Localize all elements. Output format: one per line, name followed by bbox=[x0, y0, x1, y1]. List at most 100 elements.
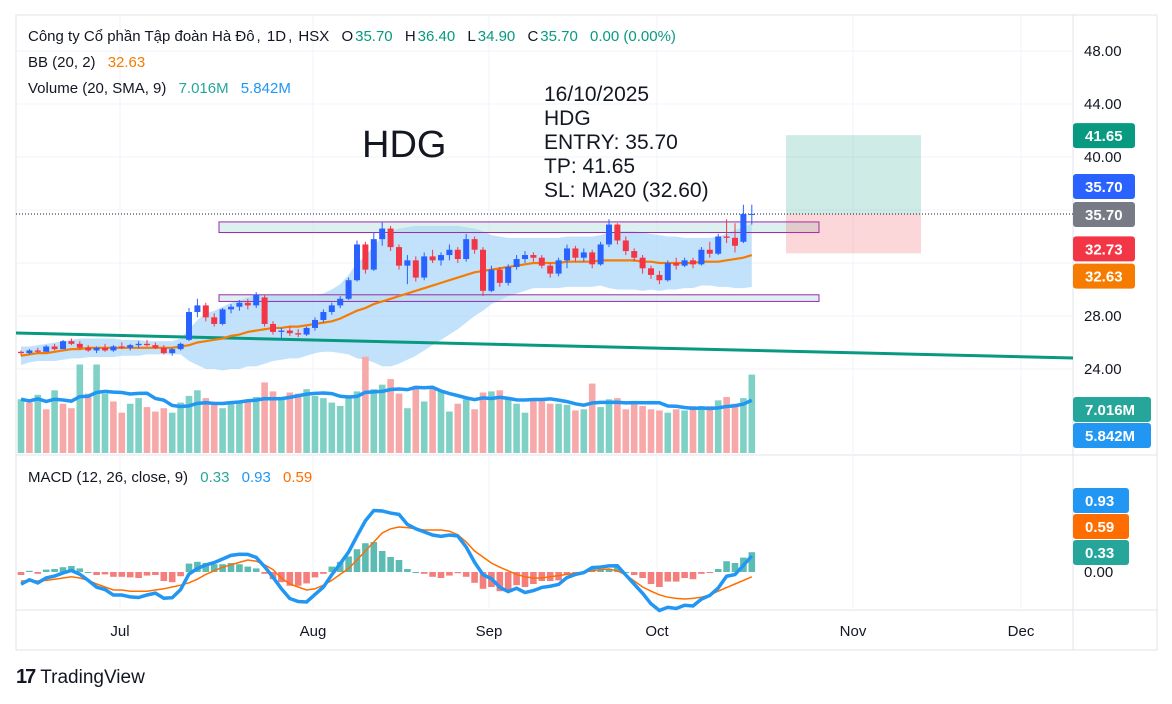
candle-body bbox=[412, 260, 419, 278]
macd-histogram-bar bbox=[563, 572, 571, 575]
macd-histogram-bar bbox=[26, 570, 33, 572]
price-label: 32.63 bbox=[1085, 269, 1123, 286]
candle-body bbox=[673, 263, 680, 266]
volume-bar bbox=[429, 386, 436, 453]
candle-body bbox=[34, 350, 41, 352]
candle-body bbox=[177, 343, 184, 350]
ohlc-low: 34.90 bbox=[477, 28, 516, 45]
macd-histogram-bar bbox=[126, 572, 134, 578]
volume-bar bbox=[210, 403, 218, 453]
price-label-bg bbox=[1073, 201, 1135, 227]
volume-bar bbox=[168, 412, 176, 453]
trade-note-ticker: HDG bbox=[544, 107, 591, 130]
macd-histogram-bar bbox=[689, 572, 697, 580]
macd-histogram-bar bbox=[59, 567, 67, 572]
macd-histogram-bar bbox=[605, 569, 613, 572]
candle-body bbox=[471, 239, 478, 250]
macd-histogram-bar bbox=[496, 572, 504, 592]
macd-histogram-bar bbox=[168, 572, 176, 583]
symbol-interval: 1D bbox=[266, 28, 287, 45]
macd-label: 0.93 bbox=[1085, 493, 1114, 510]
symbol-exchange: HSX bbox=[298, 28, 330, 45]
candle-body bbox=[488, 269, 495, 291]
candle-body bbox=[219, 309, 226, 324]
macd-histogram-bar bbox=[639, 572, 646, 578]
volume-sma-line bbox=[20, 385, 753, 411]
time-axis-tick: Jul bbox=[110, 623, 129, 640]
ohlc-change: 0.00 (0.00%) bbox=[590, 28, 676, 45]
candle-body bbox=[253, 294, 260, 306]
volume-bar bbox=[177, 402, 184, 453]
volume-legend: Volume (20, SMA, 9) 7.016M 5.842M bbox=[28, 80, 293, 97]
macd-histogram-bar bbox=[698, 572, 705, 574]
volume-bar bbox=[68, 408, 75, 453]
volume-bar bbox=[681, 410, 688, 453]
volume-bar bbox=[320, 398, 327, 453]
candle-body bbox=[664, 263, 671, 281]
volume-bar bbox=[236, 402, 243, 453]
time-axis-tick: Sep bbox=[476, 623, 503, 640]
macd-label-bg bbox=[1073, 488, 1129, 513]
macd-hist-value: 0.33 bbox=[200, 469, 230, 486]
candle-body bbox=[396, 247, 402, 266]
candle-body bbox=[429, 256, 436, 261]
symbol-name: Công ty Cổ phần Tập đoàn Hà Đô bbox=[28, 28, 255, 45]
volume-bar bbox=[546, 403, 554, 453]
macd-histogram-bar bbox=[160, 572, 168, 581]
volume-bar bbox=[420, 401, 428, 453]
volume-bar bbox=[639, 405, 646, 453]
macd-histogram-bar bbox=[446, 572, 453, 576]
macd-histogram-bar bbox=[454, 572, 462, 574]
candle-body bbox=[85, 347, 92, 351]
candle-body bbox=[110, 346, 117, 351]
macd-histogram-bar bbox=[614, 567, 621, 572]
price-label: 35.70 bbox=[1085, 207, 1123, 224]
candle-body bbox=[496, 269, 503, 283]
tradingview-logo[interactable]: 17 TradingView bbox=[16, 666, 145, 689]
take-profit-zone bbox=[786, 135, 921, 214]
macd-histogram-bar bbox=[42, 569, 50, 572]
candle-body bbox=[463, 239, 470, 260]
volume-bar bbox=[110, 401, 117, 453]
macd-histogram-bar bbox=[110, 572, 117, 577]
volume-bar bbox=[118, 412, 126, 453]
candle-body bbox=[681, 260, 688, 266]
macd-histogram-bar bbox=[210, 564, 218, 572]
tradingview-logo-icon: 17 bbox=[16, 666, 36, 688]
price-axis-tick: 48.00 bbox=[1084, 43, 1122, 60]
candle-body bbox=[748, 213, 755, 215]
candle-body bbox=[522, 255, 528, 260]
price-label: 32.73 bbox=[1085, 241, 1123, 258]
macd-histogram-bar bbox=[731, 563, 739, 572]
volume-bar bbox=[101, 393, 109, 453]
macd-histogram-bar bbox=[462, 572, 470, 577]
macd-histogram-bar bbox=[647, 572, 655, 584]
stop-loss-zone bbox=[786, 213, 921, 254]
macd-histogram-bar bbox=[303, 572, 310, 584]
candle-body bbox=[295, 333, 302, 335]
macd-label: 0.33 bbox=[1085, 545, 1114, 562]
macd-line bbox=[20, 508, 754, 613]
volume-bar bbox=[126, 403, 134, 453]
candle-body bbox=[370, 239, 377, 270]
volume-bar bbox=[521, 412, 529, 453]
macd-label: 0.59 bbox=[1085, 519, 1114, 536]
candle-body bbox=[446, 249, 453, 256]
macd-histogram-bar bbox=[504, 572, 512, 592]
candle-body bbox=[68, 341, 75, 344]
time-axis-tick: Oct bbox=[645, 623, 669, 640]
macd-histogram-bar bbox=[185, 563, 193, 572]
macd-histogram-bar bbox=[93, 572, 100, 575]
candle-body bbox=[127, 345, 134, 348]
bb-label: BB (20, 2) bbox=[28, 54, 96, 71]
candle-body bbox=[505, 266, 512, 283]
price-label: 41.65 bbox=[1085, 128, 1123, 145]
candle-body bbox=[320, 312, 327, 320]
macd-histogram-bar bbox=[152, 572, 159, 575]
candle-body bbox=[648, 268, 654, 275]
candle-body bbox=[270, 323, 276, 332]
macd-histogram-bar bbox=[748, 552, 756, 572]
macd-histogram-bar bbox=[479, 572, 487, 589]
macd-histogram-bar bbox=[17, 572, 25, 575]
